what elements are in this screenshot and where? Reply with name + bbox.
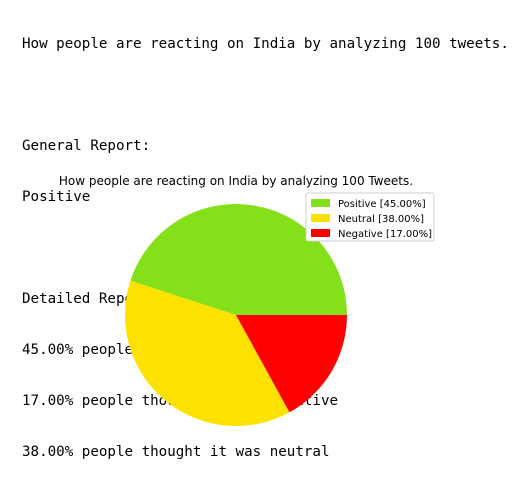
- legend-swatch-positive: [311, 199, 330, 207]
- chart-title: How people are reacting on India by anal…: [59, 174, 413, 188]
- general-report-value: Positive: [22, 189, 91, 205]
- detailed-line-neutral: 38.00% people thought it was neutral: [22, 444, 330, 460]
- pie-slice-neutral: [124, 280, 290, 427]
- pie-slice-negative: [236, 315, 347, 413]
- legend-swatch-negative: [311, 229, 330, 237]
- pie-slice-positive: [130, 203, 347, 315]
- legend-label-neutral: Neutral [38.00%]: [338, 214, 424, 225]
- legend-swatch-neutral: [311, 214, 330, 222]
- general-report-label: General Report:: [22, 138, 151, 154]
- legend-label-negative: Negative [17.00%]: [338, 229, 432, 240]
- pie-slices: [124, 203, 347, 427]
- legend-frame: [305, 192, 435, 242]
- legend-label-positive: Positive [45.00%]: [338, 199, 426, 210]
- chart-legend: Positive [45.00%] Neutral [38.00%] Negativ…: [305, 192, 435, 242]
- pie-chart: How people are reacting on India by anal…: [59, 174, 435, 427]
- report-heading: How people are reacting on India by anal…: [22, 36, 509, 52]
